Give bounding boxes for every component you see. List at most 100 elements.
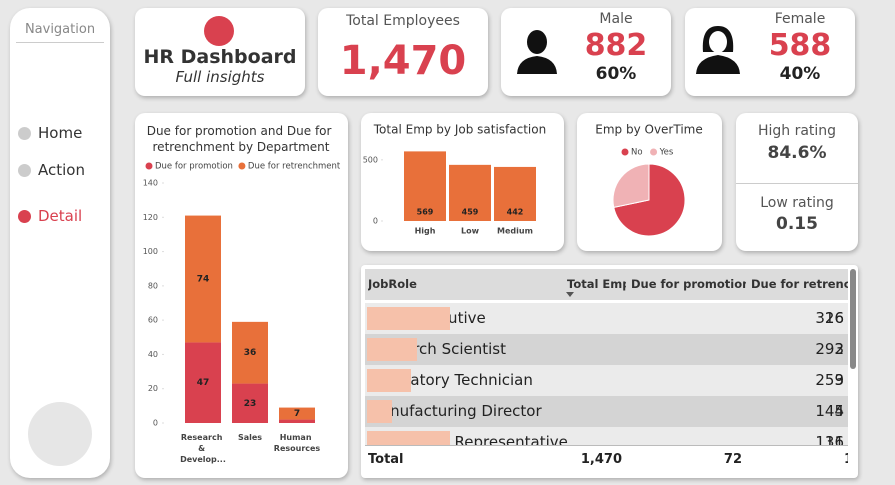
bar [494, 166, 536, 221]
kpi-label: Total Employees [346, 13, 460, 29]
bar-segment [279, 407, 315, 420]
cell-bar [367, 369, 378, 392]
data-label: 23 [244, 399, 257, 409]
cell-text: 4 [834, 402, 844, 420]
dashboard-subtitle: Full insights [175, 68, 265, 86]
y-tick-label: 20 [148, 384, 158, 393]
data-label: 459 [462, 208, 479, 217]
table-cell: 117 [748, 446, 848, 474]
table-total: Total 1,470 72 117 [365, 445, 848, 474]
male-icon [517, 30, 557, 74]
bar-segment [279, 419, 315, 423]
rating-value: 84.6% [767, 143, 827, 163]
data-label: 74 [197, 275, 210, 285]
table: JobRole Total Emp Due for promotion Due for… [365, 269, 848, 474]
kpi-label: Female [774, 11, 826, 27]
nav-title: Navigation [24, 22, 96, 37]
legend-label: No [631, 148, 643, 158]
x-tick-label: Low [461, 227, 480, 236]
bar-segment [185, 342, 221, 423]
pie-slice [612, 163, 650, 209]
y-tick-label: 80 [148, 281, 158, 290]
header-card: HR Dashboard Full insights [135, 8, 305, 96]
table-row: Sales Executive32616 [365, 303, 848, 334]
chart-title: Due for promotion and Due for retrenchme… [147, 124, 336, 154]
x-tick-label: Medium [497, 227, 533, 236]
nav-button[interactable] [28, 402, 92, 466]
legend-marker [621, 148, 629, 156]
kpi-label: Male [599, 11, 633, 27]
y-tick-label: 0 [373, 217, 378, 226]
table-cell: 1,470 [564, 446, 626, 474]
legend-label: Due for promotion [155, 162, 233, 172]
nav-dot [18, 210, 31, 223]
data-label: 442 [507, 208, 524, 217]
bar-segment [232, 321, 268, 384]
scrollbar[interactable] [850, 269, 856, 369]
cell-text: 292 [815, 340, 844, 358]
legend-label: Yes [659, 148, 674, 158]
y-tick-label: 120 [143, 213, 158, 222]
cell-text: 3 [834, 340, 844, 358]
nav-panel: Navigation Home Action Detail [10, 8, 110, 478]
bar-segment [185, 215, 221, 343]
total-text: 72 [723, 452, 742, 467]
bar-segment [232, 383, 268, 423]
table-row: Laboratory Technician 259 3 [365, 365, 848, 396]
cell-text: 145 [815, 402, 844, 420]
total-text: Total [368, 452, 404, 467]
divider [16, 42, 104, 43]
y-tick-label: 60 [148, 316, 158, 325]
bar [449, 164, 491, 221]
cell-bar [367, 307, 428, 330]
rating-label: Low rating [760, 195, 834, 211]
x-tick-label: Research & Develop... [180, 433, 226, 464]
dashboard-title: HR Dashboard [143, 46, 297, 68]
nav-item[interactable]: Home [38, 124, 83, 142]
kpi-value: 588 [768, 28, 832, 63]
column-header[interactable]: Due for promotion [631, 277, 746, 291]
data-label: 47 [197, 378, 210, 388]
y-tick-label: 0 [153, 419, 158, 428]
legend-marker [650, 148, 658, 156]
chart-title: Emp by OverTime [595, 123, 702, 137]
cell-text: 326 [815, 309, 844, 327]
legend-marker [238, 162, 246, 170]
cell-bar [367, 400, 389, 423]
nav-dot [18, 164, 31, 177]
nav-item[interactable]: Action [38, 161, 85, 179]
table-header: JobRole Total Emp Due for promotion Due for… [365, 269, 848, 300]
column-header[interactable]: Due for retrenchm [751, 277, 848, 291]
divider [736, 183, 858, 184]
column-header[interactable]: Total Emp [567, 277, 626, 291]
legend-marker [145, 162, 153, 170]
nav-item[interactable]: Detail [38, 207, 83, 225]
data-label: 7 [294, 409, 300, 419]
kpi-value: 1,470 [339, 38, 467, 84]
legend-label: Due for retrenchment [248, 162, 341, 172]
y-tick-label: 140 [143, 179, 158, 188]
x-tick-label: Human Resources [274, 433, 321, 453]
kpi-share: 40% [779, 64, 821, 84]
cell-text: 16 [824, 309, 844, 327]
sort-arrow [566, 292, 574, 297]
kpi-value: 882 [584, 28, 648, 63]
x-tick-label: High [415, 227, 436, 236]
cell-text: Manufacturing Director [368, 402, 542, 420]
female-icon [696, 26, 740, 74]
total-text: 117 [844, 452, 848, 467]
y-tick-label: 500 [363, 155, 378, 164]
cell-text: 259 [815, 371, 844, 389]
cell-text: 3 [834, 371, 844, 389]
column-header[interactable]: JobRole [368, 277, 417, 291]
kpi-total: Total Employees 1,470 [318, 8, 488, 96]
kpi-female: Female 588 40% [685, 8, 855, 96]
logo [204, 16, 234, 46]
kpi-share: 60% [595, 64, 637, 84]
table-cell: 72 [628, 446, 746, 474]
y-tick-label: 100 [143, 247, 158, 256]
total-text: 1,470 [580, 452, 622, 467]
y-tick-label: 40 [148, 350, 158, 359]
data-label: 569 [417, 208, 434, 217]
